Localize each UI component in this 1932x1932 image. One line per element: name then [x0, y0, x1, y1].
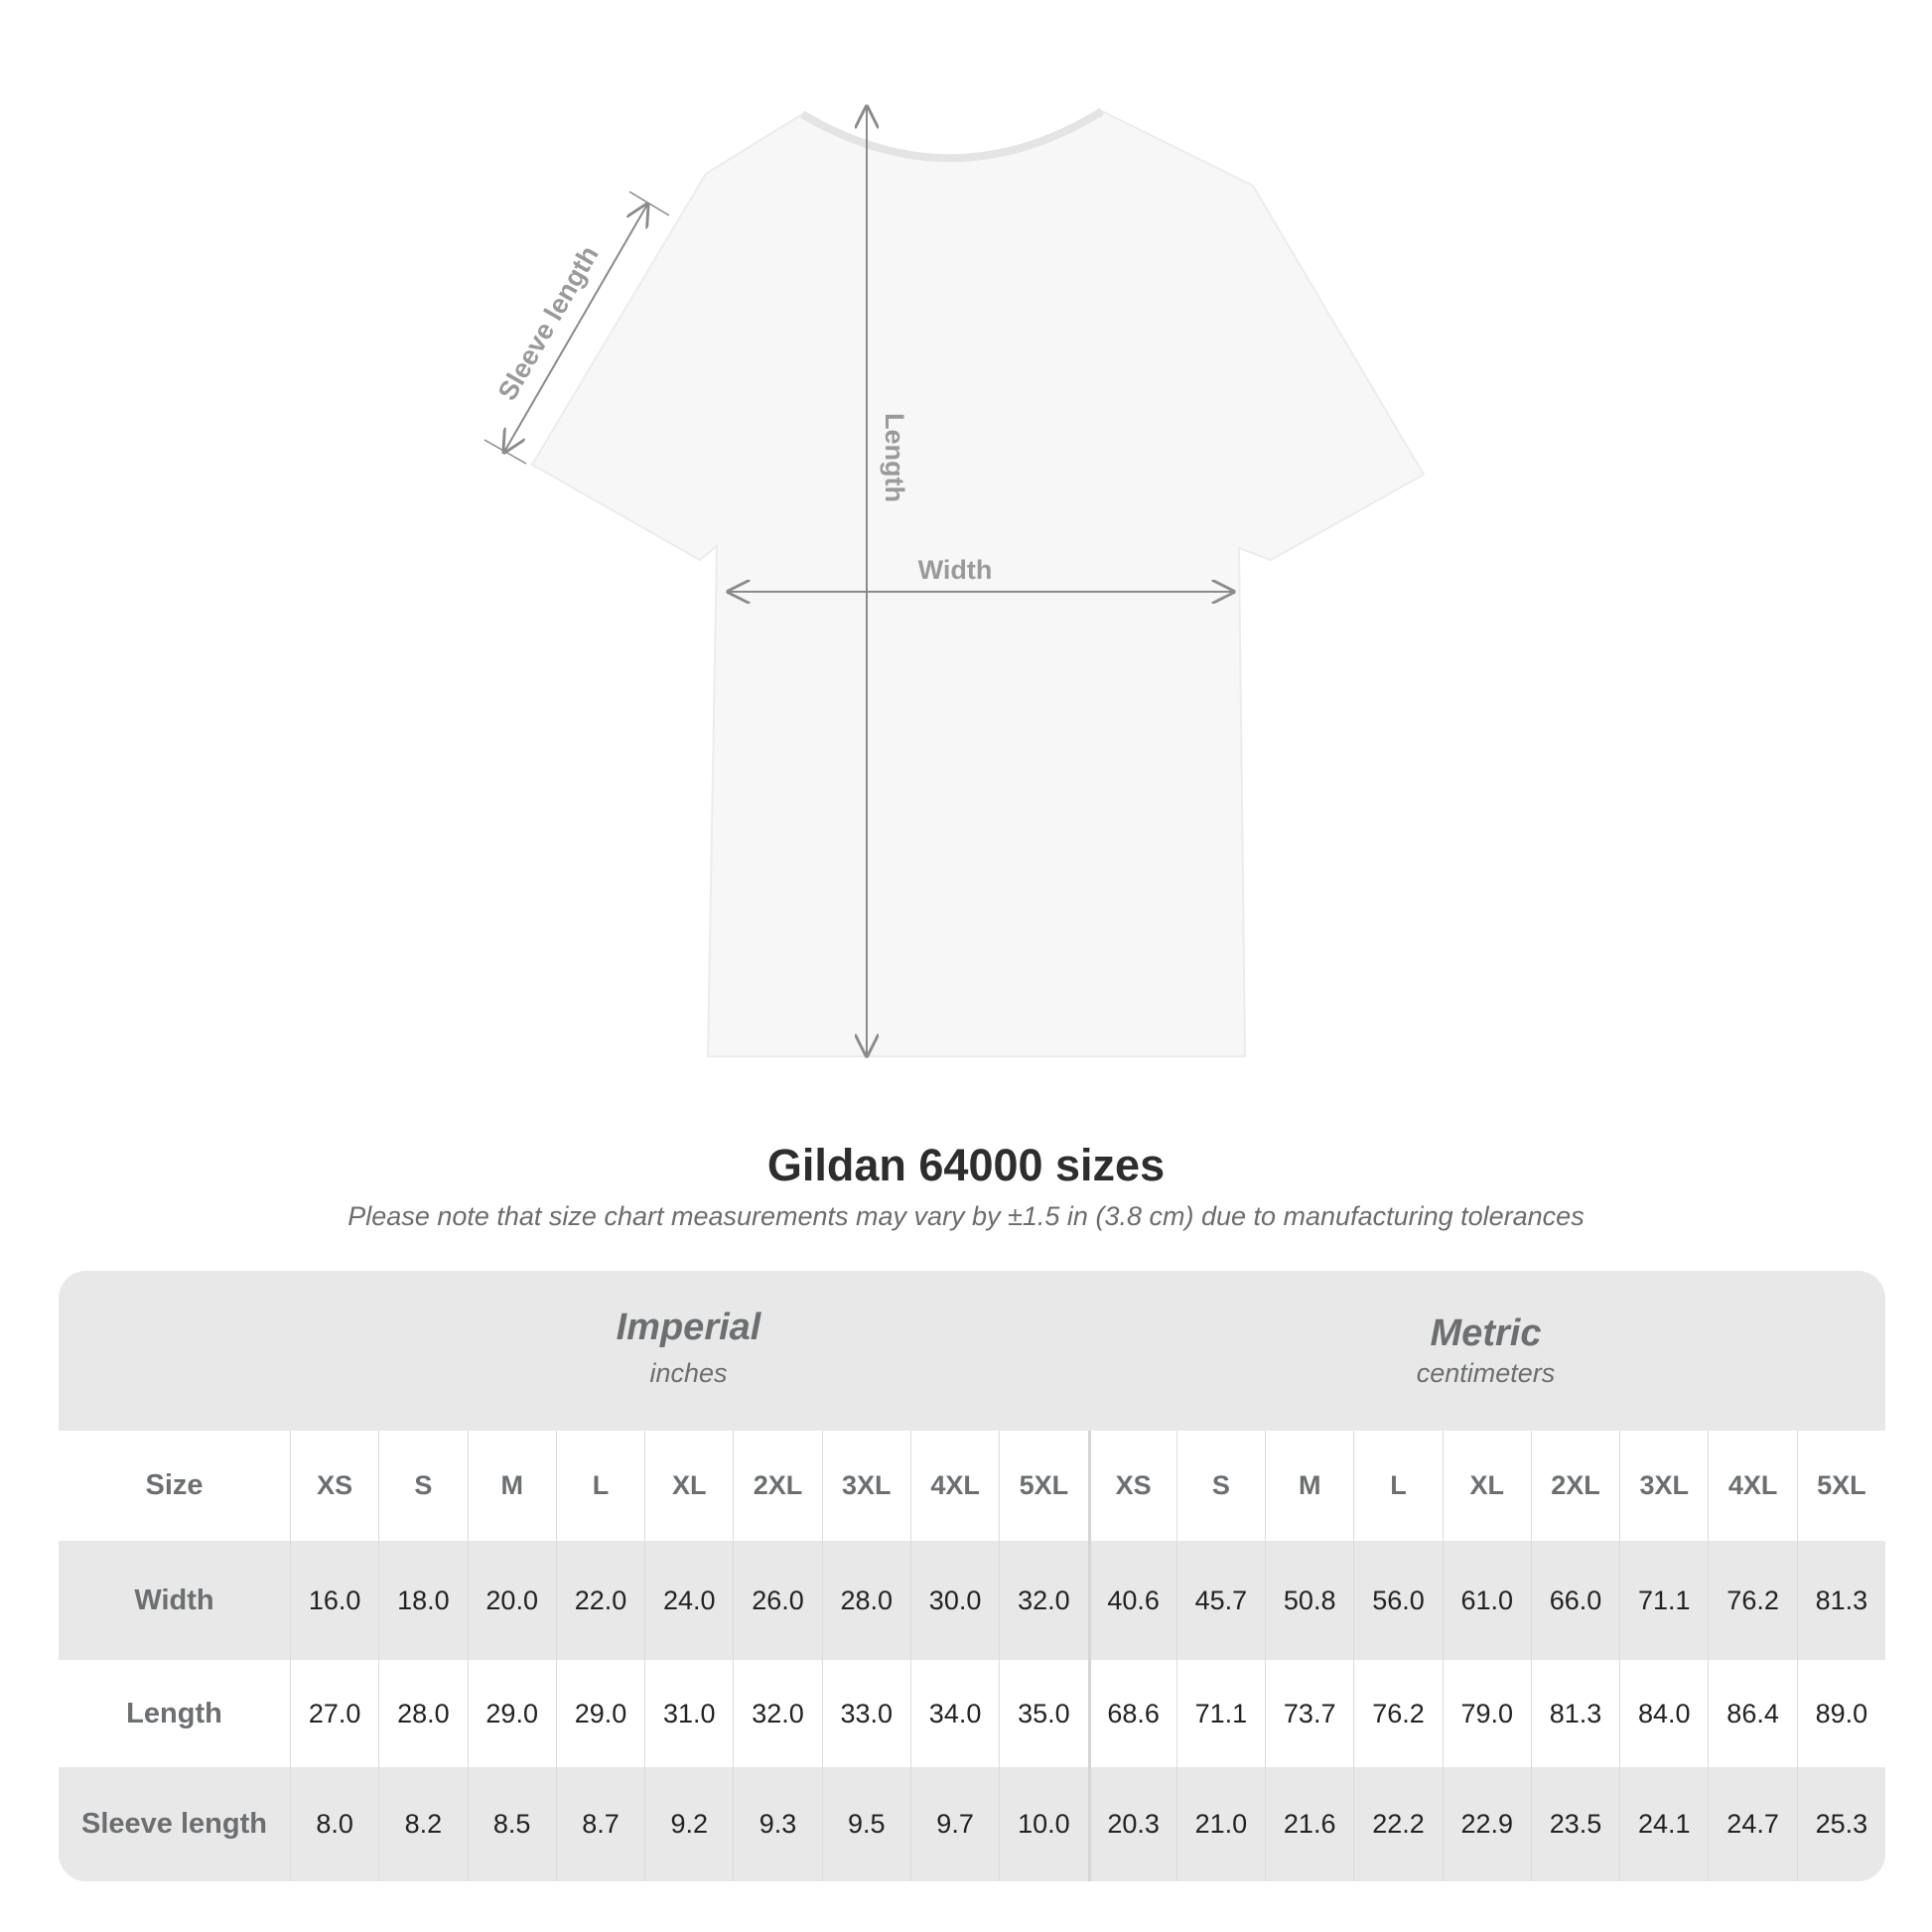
- metric-value-cell: 76.2: [1353, 1660, 1443, 1767]
- metric-size-header: 3XL: [1619, 1431, 1709, 1541]
- imperial-size-header: 4XL: [909, 1431, 1000, 1541]
- unit-header-band: Imperial inches Metric centimeters: [59, 1271, 1885, 1431]
- metric-value-cell: 25.3: [1796, 1767, 1885, 1881]
- imperial-value-cell: 20.0: [467, 1541, 556, 1660]
- imperial-size-header: 5XL: [999, 1431, 1088, 1541]
- size-grid: Size XS S M L XL 2XL 3XL 4XL 5XL XS S M L XL 2XL 3XL 4XL 5…: [59, 1431, 1885, 1881]
- imperial-value-cell: 9.2: [644, 1767, 734, 1881]
- imperial-value-cell: 34.0: [909, 1660, 1000, 1767]
- metric-size-header: XL: [1442, 1431, 1531, 1541]
- metric-value-cell: 21.0: [1175, 1767, 1266, 1881]
- metric-title: Metric: [1430, 1312, 1542, 1354]
- imperial-value-cell: 30.0: [909, 1541, 1000, 1660]
- imperial-value-cell: 24.0: [644, 1541, 734, 1660]
- metric-value-cell: 24.1: [1619, 1767, 1709, 1881]
- imperial-unit: inches: [649, 1358, 728, 1388]
- imperial-value-cell: 18.0: [378, 1541, 468, 1660]
- metric-value-cell: 24.7: [1708, 1767, 1797, 1881]
- metric-value-cell: 22.2: [1353, 1767, 1443, 1881]
- tshirt-neckline: [799, 107, 1105, 163]
- metric-value-cell: 89.0: [1796, 1660, 1885, 1767]
- length-label: Length: [880, 413, 909, 502]
- metric-value-cell: 86.4: [1708, 1660, 1797, 1767]
- metric-value-cell: 73.7: [1265, 1660, 1354, 1767]
- metric-value-cell: 81.3: [1796, 1541, 1885, 1660]
- metric-value-cell: 79.0: [1442, 1660, 1531, 1767]
- imperial-value-cell: 9.7: [909, 1767, 1000, 1881]
- imperial-value-cell: 26.0: [733, 1541, 822, 1660]
- imperial-size-header: XL: [644, 1431, 734, 1541]
- imperial-value-cell: 8.7: [555, 1767, 645, 1881]
- metric-value-cell: 76.2: [1708, 1541, 1797, 1660]
- metric-value-cell: 50.8: [1265, 1541, 1354, 1660]
- row-label: Length: [59, 1660, 290, 1767]
- metric-size-header: L: [1353, 1431, 1443, 1541]
- metric-value-cell: 71.1: [1619, 1541, 1709, 1660]
- size-chart-table: Imperial inches Metric centimeters Size X…: [59, 1271, 1885, 1881]
- imperial-value-cell: 27.0: [290, 1660, 379, 1767]
- imperial-size-header: XS: [290, 1431, 379, 1541]
- metric-unit: centimeters: [1416, 1358, 1556, 1388]
- row-label: Width: [59, 1541, 290, 1660]
- metric-value-cell: 84.0: [1619, 1660, 1709, 1767]
- metric-value-cell: 20.3: [1087, 1767, 1176, 1881]
- metric-size-header: 5XL: [1796, 1431, 1885, 1541]
- imperial-value-cell: 22.0: [555, 1541, 645, 1660]
- metric-value-cell: 45.7: [1175, 1541, 1266, 1660]
- metric-value-cell: 56.0: [1353, 1541, 1443, 1660]
- imperial-value-cell: 8.0: [290, 1767, 379, 1881]
- imperial-value-cell: 32.0: [999, 1541, 1088, 1660]
- metric-size-header: 2XL: [1530, 1431, 1620, 1541]
- imperial-size-header: L: [555, 1431, 645, 1541]
- imperial-value-cell: 16.0: [290, 1541, 379, 1660]
- tolerance-note: Please note that size chart measurements…: [347, 1201, 1585, 1231]
- metric-size-header: XS: [1087, 1431, 1176, 1541]
- imperial-value-cell: 9.3: [733, 1767, 822, 1881]
- metric-size-header: M: [1265, 1431, 1354, 1541]
- width-label: Width: [918, 555, 993, 585]
- metric-value-cell: 66.0: [1530, 1541, 1620, 1660]
- sleeve-arrow: [504, 205, 647, 452]
- sleeve-tick-top: [628, 191, 670, 216]
- metric-size-header: 4XL: [1708, 1431, 1797, 1541]
- imperial-title: Imperial: [616, 1307, 761, 1348]
- metric-size-header: S: [1175, 1431, 1266, 1541]
- imperial-size-header: 3XL: [821, 1431, 910, 1541]
- imperial-value-cell: 8.5: [467, 1767, 556, 1881]
- imperial-size-header: M: [467, 1431, 556, 1541]
- imperial-value-cell: 29.0: [555, 1660, 645, 1767]
- metric-value-cell: 40.6: [1087, 1541, 1176, 1660]
- imperial-value-cell: 32.0: [733, 1660, 822, 1767]
- page-title: Gildan 64000 sizes: [766, 1140, 1166, 1190]
- imperial-size-header: 2XL: [733, 1431, 822, 1541]
- metric-value-cell: 23.5: [1530, 1767, 1620, 1881]
- imperial-size-header: S: [378, 1431, 468, 1541]
- imperial-value-cell: 8.2: [378, 1767, 468, 1881]
- metric-value-cell: 61.0: [1442, 1541, 1531, 1660]
- metric-value-cell: 68.6: [1087, 1660, 1176, 1767]
- imperial-value-cell: 31.0: [644, 1660, 734, 1767]
- metric-group-header: Metric centimeters: [1087, 1271, 1884, 1431]
- metric-value-cell: 71.1: [1175, 1660, 1266, 1767]
- imperial-group-header: Imperial inches: [290, 1271, 1087, 1431]
- metric-value-cell: 21.6: [1265, 1767, 1354, 1881]
- metric-value-cell: 81.3: [1530, 1660, 1620, 1767]
- tshirt-measurement-diagram: Width Length Sleeve length: [483, 0, 1426, 1092]
- metric-value-cell: 22.9: [1442, 1767, 1531, 1881]
- row-label: Sleeve length: [59, 1767, 290, 1881]
- size-header-label: Size: [59, 1431, 290, 1541]
- imperial-value-cell: 33.0: [821, 1660, 910, 1767]
- imperial-value-cell: 35.0: [999, 1660, 1088, 1767]
- sleeve-tick-bottom: [483, 439, 527, 465]
- imperial-value-cell: 28.0: [378, 1660, 468, 1767]
- imperial-value-cell: 29.0: [467, 1660, 556, 1767]
- imperial-value-cell: 28.0: [821, 1541, 910, 1660]
- imperial-value-cell: 9.5: [821, 1767, 910, 1881]
- imperial-value-cell: 10.0: [999, 1767, 1088, 1881]
